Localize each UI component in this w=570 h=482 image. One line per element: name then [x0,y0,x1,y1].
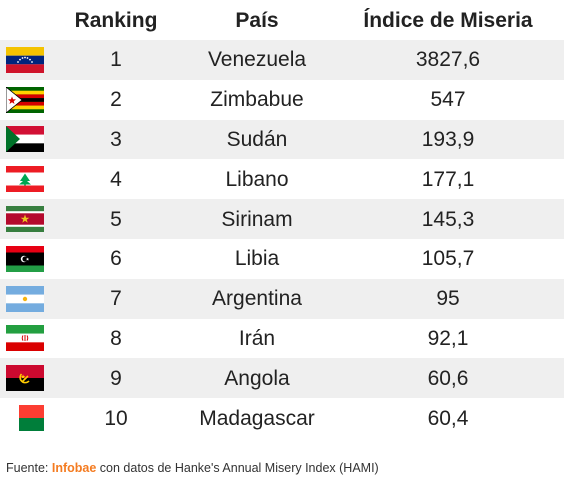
angola-flag-icon [6,365,44,392]
rank-value: 2 [110,88,122,112]
country-column-header: País [235,8,279,32]
suriname-flag-icon [6,206,44,233]
source-prefix: Fuente: [6,461,52,475]
source-footer: Fuente: Infobae con datos de Hanke's Ann… [6,461,379,475]
table-row: 7 Argentina 95 [0,278,564,319]
venezuela-flag-icon [6,46,44,73]
misery-index-value: 92,1 [427,326,469,350]
misery-index-value: 193,9 [421,127,475,151]
misery-index-table: Ranking País Índice de Miseria 1 Venezue… [0,0,564,438]
country-name: Venezuela [207,48,307,72]
table-row: 3 Sudán 193,9 [0,119,564,160]
country-name: Libano [225,167,289,191]
misery-index-value: 95 [436,287,460,311]
misery-index-value: 145,3 [421,207,475,231]
misery-index-value: 105,7 [421,247,475,271]
table-row: 9 Angola 60,6 [0,358,564,399]
country-name: Libia [234,247,280,271]
misery-index-value: 60,4 [427,406,469,430]
index-column-header: Índice de Miseria [363,8,533,32]
table-header-row: Ranking País Índice de Miseria [0,0,564,40]
rank-value: 6 [110,247,122,271]
table-row: 10 Madagascar 60,4 [0,398,564,438]
misery-index-value: 547 [430,88,466,112]
rank-value: 1 [110,48,122,72]
country-name: Angola [224,366,290,390]
country-name: Madagascar [199,406,315,430]
source-suffix: con datos de Hanke's Annual Misery Index… [96,461,379,475]
lebanon-flag-icon [6,166,44,193]
table-row: 4 Libano 177,1 [0,159,564,199]
table-row: 2 Zimbabue 547 [0,80,564,120]
country-name: Argentina [212,287,302,311]
misery-index-value: 3827,6 [415,48,481,72]
table-row: 5 Sirinam 145,3 [0,199,564,239]
argentina-flag-icon [6,285,44,312]
misery-index-value: 177,1 [421,167,475,191]
ranking-column-header: Ranking [74,8,158,32]
libya-flag-icon [6,245,44,272]
table-row: 1 Venezuela 3827,6 [0,40,564,80]
rank-value: 9 [110,366,122,390]
rank-value: 3 [110,127,122,151]
table-row: 8 Irán 92,1 [0,319,564,359]
rank-value: 10 [104,406,128,430]
rank-value: 8 [110,326,122,350]
rank-value: 5 [110,207,122,231]
table-row: 6 Libia 105,7 [0,239,564,279]
zimbabwe-flag-icon [6,86,44,113]
misery-index-value: 60,6 [427,366,469,390]
country-name: Irán [238,326,276,350]
iran-flag-icon [6,325,44,352]
country-name: Sudán [226,127,288,151]
source-brand: Infobae [51,461,97,475]
country-name: Sirinam [221,207,293,231]
madagascar-flag-icon [6,405,44,432]
country-name: Zimbabue [210,88,304,112]
rank-value: 4 [110,167,122,191]
sudan-flag-icon [6,126,44,153]
rank-value: 7 [110,287,122,311]
